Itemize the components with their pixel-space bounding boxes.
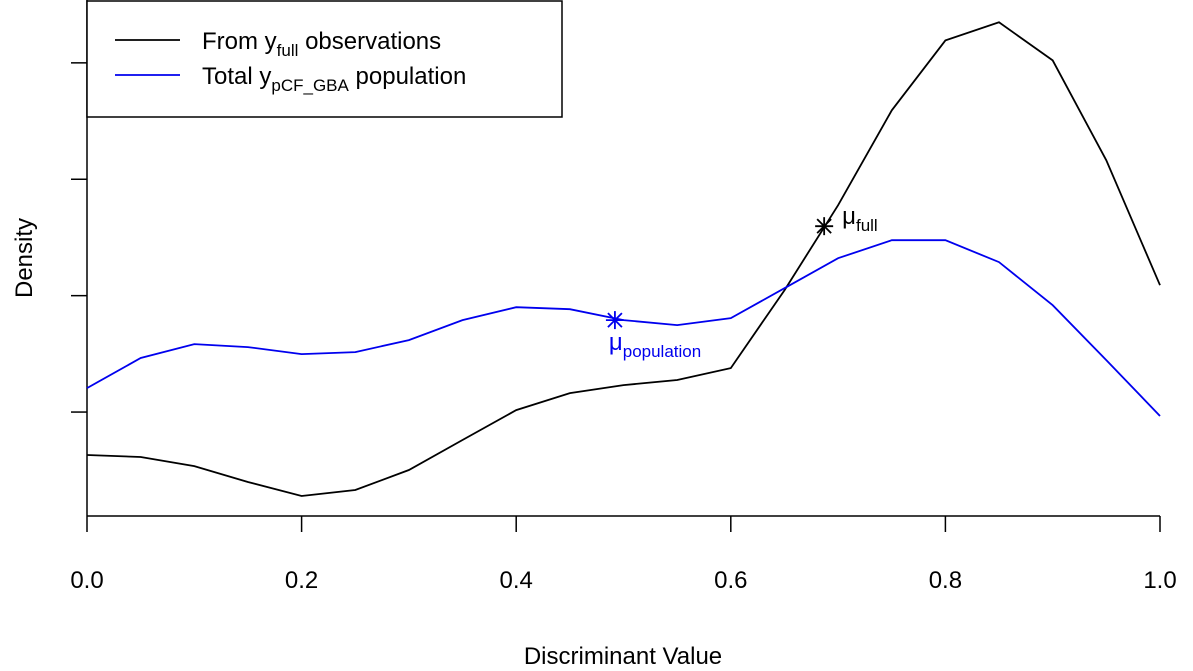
series-line	[86, 239, 1161, 417]
marker	[605, 311, 624, 330]
x-tick-label: 0.6	[714, 567, 747, 594]
text-part: μ	[609, 329, 623, 356]
x-tick-label: 0.4	[500, 567, 533, 594]
x-tick-label: 0.8	[929, 567, 962, 594]
y-axis-label: Density	[11, 218, 38, 298]
marker	[815, 217, 834, 236]
label: μpopulation	[609, 329, 701, 361]
text-part: observations	[298, 28, 441, 55]
x-axis-label: Discriminant Value	[524, 643, 722, 670]
marker-stroke	[607, 312, 623, 328]
subscript: full	[277, 41, 299, 60]
x-tick-label: 0.2	[285, 567, 318, 594]
label: From yfull observations	[202, 28, 441, 60]
text-part: μ	[842, 203, 856, 230]
subscript: full	[856, 216, 878, 235]
x-tick-label: 0.0	[70, 567, 103, 594]
text-part: population	[349, 63, 466, 90]
label: μfull	[842, 203, 878, 235]
x-tick-label: 1.0	[1143, 567, 1176, 594]
marker-stroke	[816, 218, 832, 234]
text-part: Total y	[202, 63, 271, 90]
subscript: population	[623, 342, 701, 361]
subscript: pCF_GBA	[271, 76, 349, 95]
series-line	[86, 21, 1161, 497]
legend-box	[86, 0, 563, 118]
label: Total ypCF_GBA population	[202, 63, 466, 95]
text-part: From y	[202, 28, 277, 55]
